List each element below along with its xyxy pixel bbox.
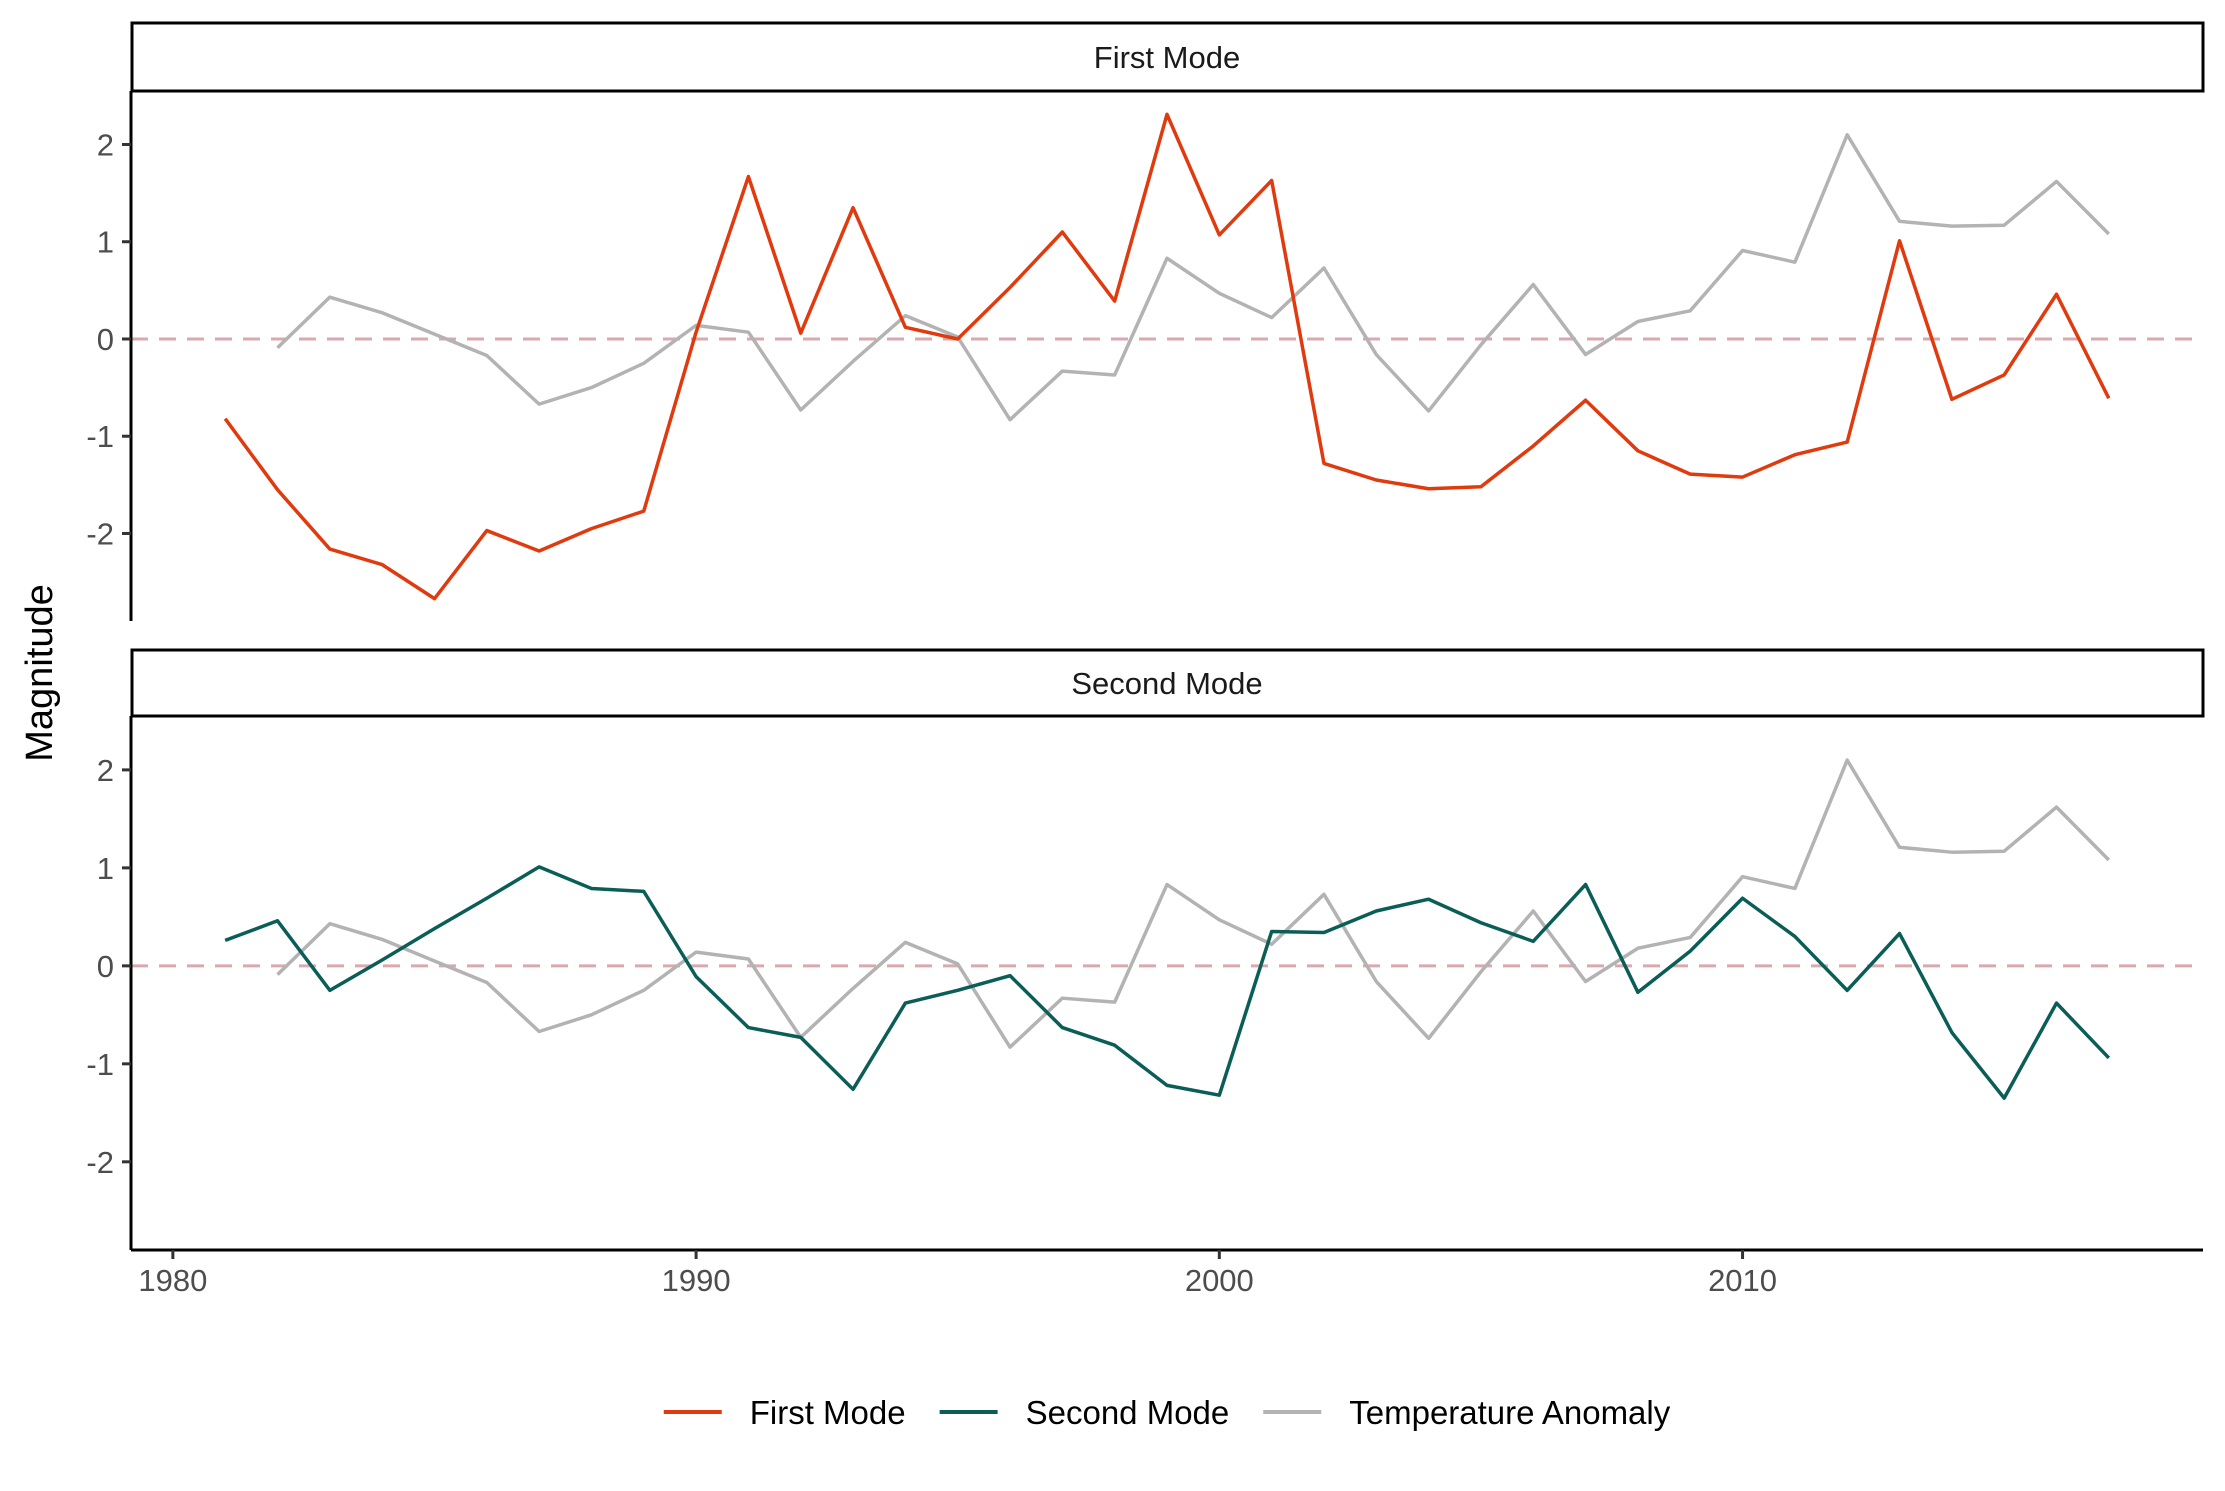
y-tick-label: -2 [86,1145,114,1180]
panel-2: Second Mode -2 -1 0 1 2 [86,648,2205,1250]
first-mode-line [223,112,2111,601]
legend-label-temperature-anomaly: Temperature Anomaly [1349,1394,1670,1431]
y-tick-label: 1 [97,225,114,260]
strip-box [130,21,2205,93]
strip-label: First Mode [1094,40,1240,75]
temperature-anomaly-line [276,758,2111,1049]
y-tick-label: 0 [97,322,114,357]
x-tick-label: 1990 [662,1263,731,1298]
y-tick-label: -2 [86,516,114,551]
panel-1: First Mode -2 -1 0 1 2 [86,21,2205,621]
y-tick-label: 2 [97,753,114,788]
legend: First Mode Second Mode Temperature Anomaly [663,1394,1671,1431]
y-tick-label: 1 [97,851,114,886]
temperature-anomaly-line [276,133,2111,422]
y-axis-title: Magnitude [19,584,61,761]
x-tick-label: 2010 [1708,1263,1777,1298]
y-tick-label: -1 [86,1047,114,1082]
legend-label-first-mode: First Mode [750,1394,906,1431]
x-tick-label: 2000 [1185,1263,1254,1298]
legend-label-second-mode: Second Mode [1026,1394,1230,1431]
second-mode-line [224,865,2111,1100]
y-tick-label: 2 [97,127,114,162]
x-axis: 1980 1990 2000 2010 [131,1248,2203,1298]
y-tick-label: 0 [97,949,114,984]
strip-label: Second Mode [1071,666,1262,701]
y-tick-label: -1 [86,419,114,454]
x-tick-label: 1980 [138,1263,207,1298]
panels: First Mode -2 -1 0 1 2 Second Mode -2 -1 0 1 2 [86,21,2205,1250]
strip-box [130,648,2205,718]
